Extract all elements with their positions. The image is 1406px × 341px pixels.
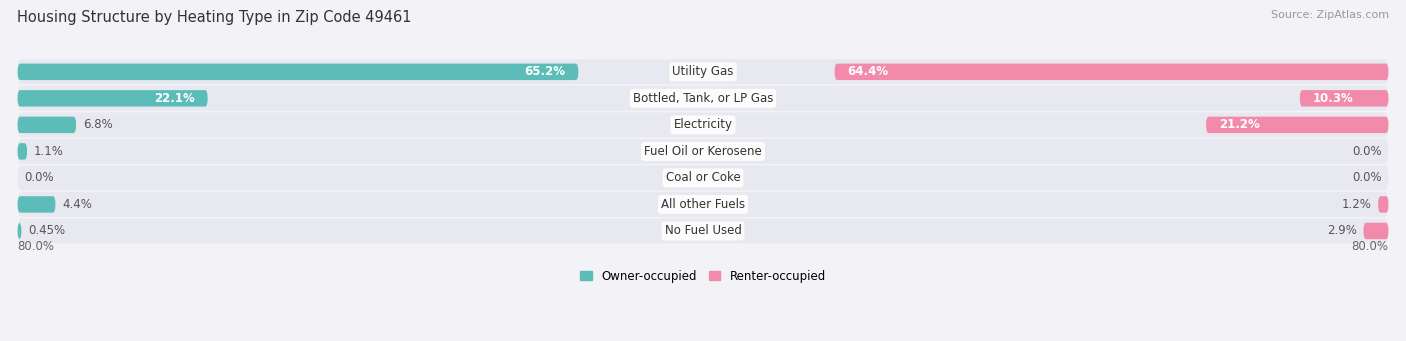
- Text: 1.2%: 1.2%: [1341, 198, 1371, 211]
- Text: 4.4%: 4.4%: [62, 198, 93, 211]
- FancyBboxPatch shape: [18, 196, 55, 213]
- FancyBboxPatch shape: [18, 165, 1388, 190]
- FancyBboxPatch shape: [1206, 117, 1388, 133]
- Text: Electricity: Electricity: [673, 118, 733, 131]
- Text: 21.2%: 21.2%: [1219, 118, 1260, 131]
- Text: Bottled, Tank, or LP Gas: Bottled, Tank, or LP Gas: [633, 92, 773, 105]
- Text: 2.9%: 2.9%: [1327, 224, 1357, 237]
- Text: 0.0%: 0.0%: [1353, 172, 1382, 184]
- Text: Utility Gas: Utility Gas: [672, 65, 734, 78]
- Text: No Fuel Used: No Fuel Used: [665, 224, 741, 237]
- FancyBboxPatch shape: [18, 143, 27, 160]
- Text: 22.1%: 22.1%: [155, 92, 195, 105]
- Text: 64.4%: 64.4%: [848, 65, 889, 78]
- Text: 0.0%: 0.0%: [24, 172, 53, 184]
- Text: 1.1%: 1.1%: [34, 145, 63, 158]
- Text: 0.45%: 0.45%: [28, 224, 66, 237]
- Text: 0.0%: 0.0%: [1353, 145, 1382, 158]
- FancyBboxPatch shape: [1378, 196, 1388, 213]
- FancyBboxPatch shape: [18, 192, 1388, 217]
- FancyBboxPatch shape: [18, 139, 1388, 164]
- Text: 80.0%: 80.0%: [1351, 240, 1388, 253]
- Legend: Owner-occupied, Renter-occupied: Owner-occupied, Renter-occupied: [579, 270, 827, 283]
- Text: Coal or Coke: Coal or Coke: [665, 172, 741, 184]
- FancyBboxPatch shape: [18, 59, 1388, 84]
- FancyBboxPatch shape: [18, 90, 208, 107]
- FancyBboxPatch shape: [18, 117, 76, 133]
- FancyBboxPatch shape: [835, 64, 1388, 80]
- Text: Fuel Oil or Kerosene: Fuel Oil or Kerosene: [644, 145, 762, 158]
- FancyBboxPatch shape: [18, 219, 1388, 243]
- Text: Source: ZipAtlas.com: Source: ZipAtlas.com: [1271, 10, 1389, 20]
- Text: 80.0%: 80.0%: [18, 240, 55, 253]
- FancyBboxPatch shape: [1299, 90, 1388, 107]
- FancyBboxPatch shape: [1364, 223, 1388, 239]
- Text: Housing Structure by Heating Type in Zip Code 49461: Housing Structure by Heating Type in Zip…: [17, 10, 412, 25]
- Text: 10.3%: 10.3%: [1313, 92, 1354, 105]
- FancyBboxPatch shape: [18, 64, 578, 80]
- Text: All other Fuels: All other Fuels: [661, 198, 745, 211]
- FancyBboxPatch shape: [18, 86, 1388, 111]
- Text: 65.2%: 65.2%: [524, 65, 565, 78]
- FancyBboxPatch shape: [18, 223, 21, 239]
- FancyBboxPatch shape: [18, 113, 1388, 137]
- Text: 6.8%: 6.8%: [83, 118, 112, 131]
